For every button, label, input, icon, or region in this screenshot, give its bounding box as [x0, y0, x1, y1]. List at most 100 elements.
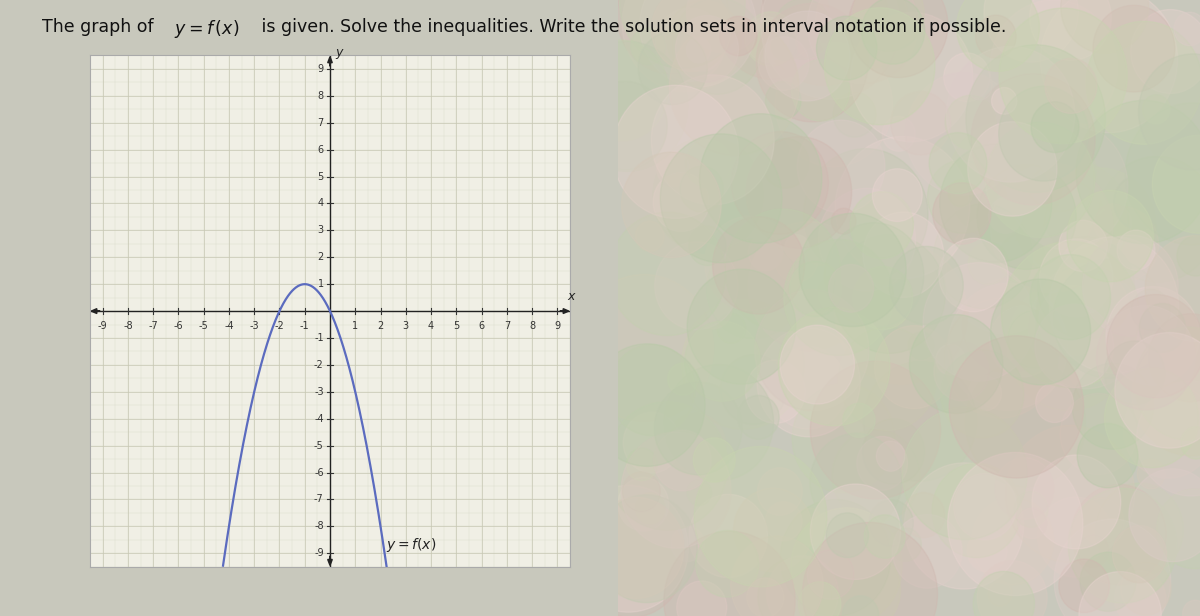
Circle shape [1018, 508, 1046, 538]
Circle shape [1054, 519, 1171, 616]
Circle shape [1008, 310, 1063, 368]
Circle shape [977, 164, 1076, 269]
Circle shape [622, 152, 721, 257]
Circle shape [818, 188, 916, 291]
Circle shape [818, 275, 853, 312]
Circle shape [685, 139, 731, 188]
Circle shape [792, 384, 895, 493]
Circle shape [745, 12, 797, 66]
Circle shape [889, 528, 922, 561]
Circle shape [908, 332, 934, 359]
Circle shape [766, 502, 802, 541]
Circle shape [1080, 498, 1123, 545]
Circle shape [796, 28, 824, 58]
Circle shape [1007, 122, 1128, 250]
Circle shape [1183, 600, 1200, 616]
Circle shape [1022, 134, 1097, 212]
Circle shape [946, 213, 1061, 333]
Text: -1: -1 [300, 322, 310, 331]
Circle shape [988, 581, 1012, 606]
Circle shape [1142, 95, 1170, 124]
Circle shape [808, 550, 854, 599]
Circle shape [1104, 341, 1165, 405]
Circle shape [1079, 572, 1162, 616]
Circle shape [1038, 237, 1135, 339]
Circle shape [808, 0, 918, 84]
Circle shape [869, 500, 913, 546]
Circle shape [1038, 497, 1114, 577]
Circle shape [758, 558, 832, 616]
Circle shape [1031, 254, 1111, 339]
Circle shape [828, 264, 874, 312]
Circle shape [827, 513, 869, 557]
Circle shape [1058, 221, 1108, 272]
Text: 2: 2 [318, 253, 324, 262]
Circle shape [932, 183, 991, 244]
Circle shape [704, 216, 794, 310]
Circle shape [967, 122, 1057, 216]
Circle shape [990, 306, 1057, 377]
Circle shape [910, 315, 1003, 413]
Circle shape [806, 238, 833, 265]
Circle shape [832, 429, 920, 522]
Text: -5: -5 [314, 440, 324, 451]
Circle shape [610, 212, 726, 336]
Circle shape [923, 262, 1036, 381]
Circle shape [966, 45, 1105, 192]
Circle shape [677, 581, 727, 616]
Circle shape [623, 472, 660, 512]
Circle shape [685, 321, 761, 401]
Circle shape [780, 500, 890, 616]
Text: -6: -6 [314, 468, 324, 477]
Circle shape [715, 0, 829, 79]
Circle shape [688, 480, 712, 506]
Text: 3: 3 [403, 322, 409, 331]
Circle shape [1132, 331, 1200, 456]
Circle shape [1093, 6, 1175, 92]
Text: 3: 3 [318, 225, 324, 235]
Circle shape [772, 33, 798, 60]
Circle shape [940, 144, 1052, 262]
Circle shape [1072, 363, 1153, 449]
Circle shape [971, 498, 1054, 585]
Circle shape [906, 73, 1021, 195]
Circle shape [694, 438, 736, 482]
Circle shape [720, 355, 786, 424]
Circle shape [990, 0, 1117, 135]
Circle shape [583, 81, 667, 170]
Circle shape [797, 120, 884, 213]
Circle shape [775, 43, 893, 167]
Circle shape [948, 452, 1082, 596]
Circle shape [864, 362, 977, 481]
Circle shape [654, 430, 712, 491]
Circle shape [862, 0, 925, 64]
Circle shape [1028, 267, 1144, 389]
Circle shape [1015, 160, 1129, 280]
Circle shape [1177, 236, 1200, 276]
FancyArrow shape [328, 556, 332, 565]
Text: 4: 4 [428, 322, 434, 331]
Text: -2: -2 [314, 360, 324, 370]
Circle shape [636, 221, 664, 251]
Circle shape [1157, 489, 1200, 569]
Circle shape [1072, 484, 1166, 585]
Circle shape [784, 240, 894, 355]
Text: 6: 6 [479, 322, 485, 331]
Circle shape [1121, 562, 1171, 615]
Text: 5: 5 [318, 171, 324, 182]
Circle shape [816, 0, 908, 70]
Circle shape [1080, 552, 1136, 611]
Circle shape [749, 234, 782, 270]
Circle shape [696, 530, 758, 597]
Circle shape [1037, 264, 1129, 362]
Circle shape [947, 46, 1075, 182]
Circle shape [606, 402, 727, 530]
Circle shape [575, 275, 714, 421]
Circle shape [1002, 241, 1140, 387]
Circle shape [934, 204, 1032, 309]
Circle shape [1006, 426, 1135, 562]
Circle shape [984, 0, 1079, 62]
Text: $y=f\/(x)$: $y=f\/(x)$ [174, 18, 239, 41]
Text: 9: 9 [554, 322, 560, 331]
Circle shape [962, 278, 1051, 373]
